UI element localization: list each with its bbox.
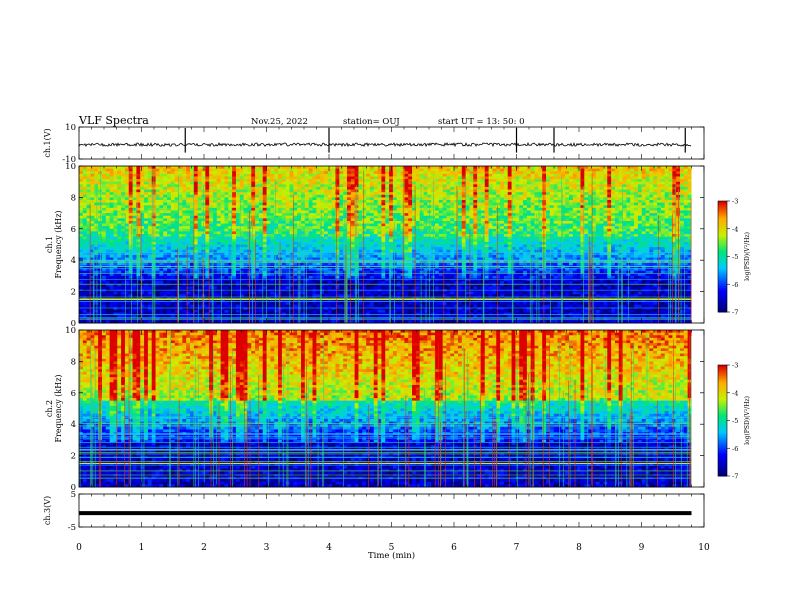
colorbar-tick-label: -6 (732, 281, 738, 289)
header-station: station= OUJ (343, 117, 400, 127)
y-tick-label: 4 (71, 256, 76, 266)
colorbar-tick-label: -6 (732, 445, 738, 453)
x-tick-label: 6 (451, 543, 457, 553)
colorbar-tick-label: -4 (732, 225, 738, 233)
y-axis-label: Frequency (kHz) (54, 374, 63, 442)
x-axis-label: Time (min) (368, 550, 415, 561)
colorbar-tick-label: -5 (732, 417, 738, 425)
x-tick-label: 8 (576, 543, 582, 553)
panel-1 (79, 127, 704, 159)
panel-4 (79, 494, 704, 527)
y-tick-label: 6 (71, 389, 76, 399)
colorbar-label: log(PSD)(V²/Hz) (744, 232, 751, 281)
figure-title: VLF Spectra (78, 114, 149, 127)
panel-2 (79, 166, 704, 323)
x-tick-label: 7 (514, 543, 520, 553)
y-tick-label: 2 (71, 288, 76, 298)
y-tick-label: 10 (65, 123, 76, 133)
panel-3 (79, 330, 704, 487)
plot-area: 10-10ch.1(V)-3-4-5-6-7log(PSD)(V²/Hz)024… (43, 123, 751, 561)
colorbar-tick-label: -3 (732, 362, 738, 370)
colorbar-tick-label: -7 (732, 309, 738, 317)
y-tick-label: 8 (71, 357, 76, 367)
colorbar-tick-label: -7 (732, 473, 738, 481)
ch1-trace (79, 143, 691, 146)
header-start-time: start UT = 13: 50: 0 (438, 117, 525, 127)
colorbar-ch2 (718, 365, 730, 477)
header-date: Nov.25, 2022 (251, 117, 308, 127)
x-tick-label: 2 (201, 543, 207, 553)
colorbar-tick-label: -5 (732, 253, 738, 261)
x-tick-label: 0 (76, 543, 82, 553)
y-tick-label: 4 (71, 420, 76, 430)
colorbar-ch1 (718, 201, 730, 313)
y-tick-label: 10 (65, 326, 76, 336)
colorbar-label: log(PSD)(V²/Hz) (744, 396, 751, 445)
x-tick-label: 1 (139, 543, 145, 553)
y-tick-label: 2 (71, 452, 76, 462)
x-tick-label: 10 (698, 543, 710, 553)
y-tick-label: 6 (71, 225, 76, 235)
x-tick-label: 3 (264, 543, 270, 553)
y-axis-channel-label: ch.1 (45, 236, 54, 253)
y-axis-label: ch.3(V) (43, 496, 52, 525)
y-tick-label: -5 (68, 523, 76, 533)
x-tick-label: 4 (326, 543, 332, 553)
colorbar-tick-label: -4 (732, 389, 738, 397)
y-axis-channel-label: ch.2 (45, 400, 54, 417)
y-tick-label: 8 (71, 193, 76, 203)
y-axis-label: Frequency (kHz) (54, 210, 63, 278)
y-tick-label: 5 (71, 490, 76, 500)
colorbar-tick-label: -3 (732, 198, 738, 206)
y-tick-label: 10 (65, 162, 76, 172)
y-axis-label: ch.1(V) (43, 128, 52, 157)
x-tick-label: 9 (639, 543, 645, 553)
